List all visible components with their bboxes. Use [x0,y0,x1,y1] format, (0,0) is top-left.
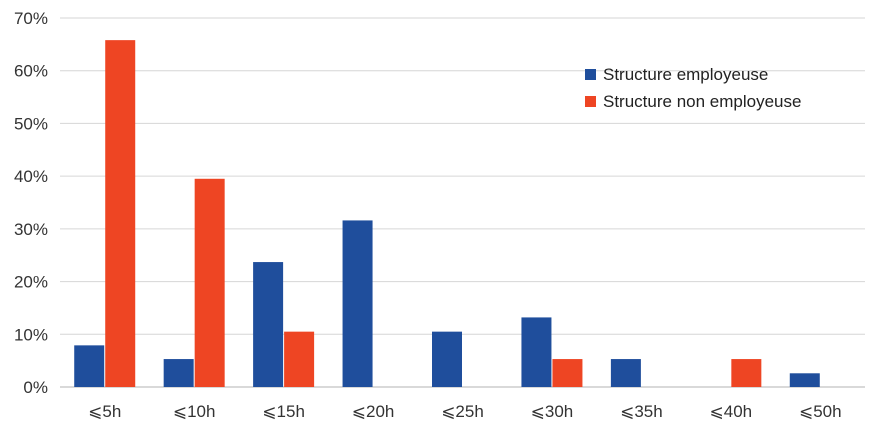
x-tick-label: ⩽5h [88,402,121,421]
bar-series-1-7 [731,359,762,387]
bar-series-1-5 [552,359,583,387]
x-tick-label: ⩽50h [799,402,842,421]
legend: Structure employeuse Structure non employ… [585,65,801,111]
gridlines [60,17,865,388]
legend-swatch [585,69,596,80]
bar-series-0-5 [521,317,552,387]
y-tick-label: 60% [14,62,48,81]
y-tick-label: 70% [14,9,48,28]
bar-series-1-1 [194,178,225,387]
y-tick-label: 20% [14,273,48,292]
bar-series-0-8 [789,373,820,387]
y-tick-label: 30% [14,220,48,239]
bar-series-0-0 [74,345,105,387]
legend-label: Structure employeuse [603,65,768,84]
bar-series-0-1 [163,359,194,387]
legend-swatch [585,96,596,107]
bar-series-1-2 [284,331,315,387]
x-tick-label: ⩽30h [531,402,574,421]
x-tick-label: ⩽35h [620,402,663,421]
bars [74,40,820,387]
y-tick-label: 10% [14,325,48,344]
x-tick-label: ⩽25h [441,402,484,421]
y-tick-label: 40% [14,167,48,186]
legend-label: Structure non employeuse [603,92,801,111]
x-tick-label: ⩽40h [710,402,753,421]
x-tick-label: ⩽20h [352,402,395,421]
y-axis-ticks: 0% 10% 20% 30% 40% 50% 60% 70% [14,9,48,397]
y-tick-label: 0% [23,378,48,397]
bar-series-0-2 [253,262,284,387]
x-axis-ticks: ⩽5h ⩽10h ⩽15h ⩽20h ⩽25h ⩽30h ⩽35h ⩽40h ⩽50h [88,402,841,421]
x-tick-label: ⩽15h [262,402,305,421]
x-tick-label: ⩽10h [173,402,216,421]
bar-series-1-0 [105,40,136,387]
bar-series-0-3 [342,220,373,387]
bar-series-0-4 [432,331,462,387]
bar-series-0-6 [610,359,641,387]
y-tick-label: 50% [14,114,48,133]
